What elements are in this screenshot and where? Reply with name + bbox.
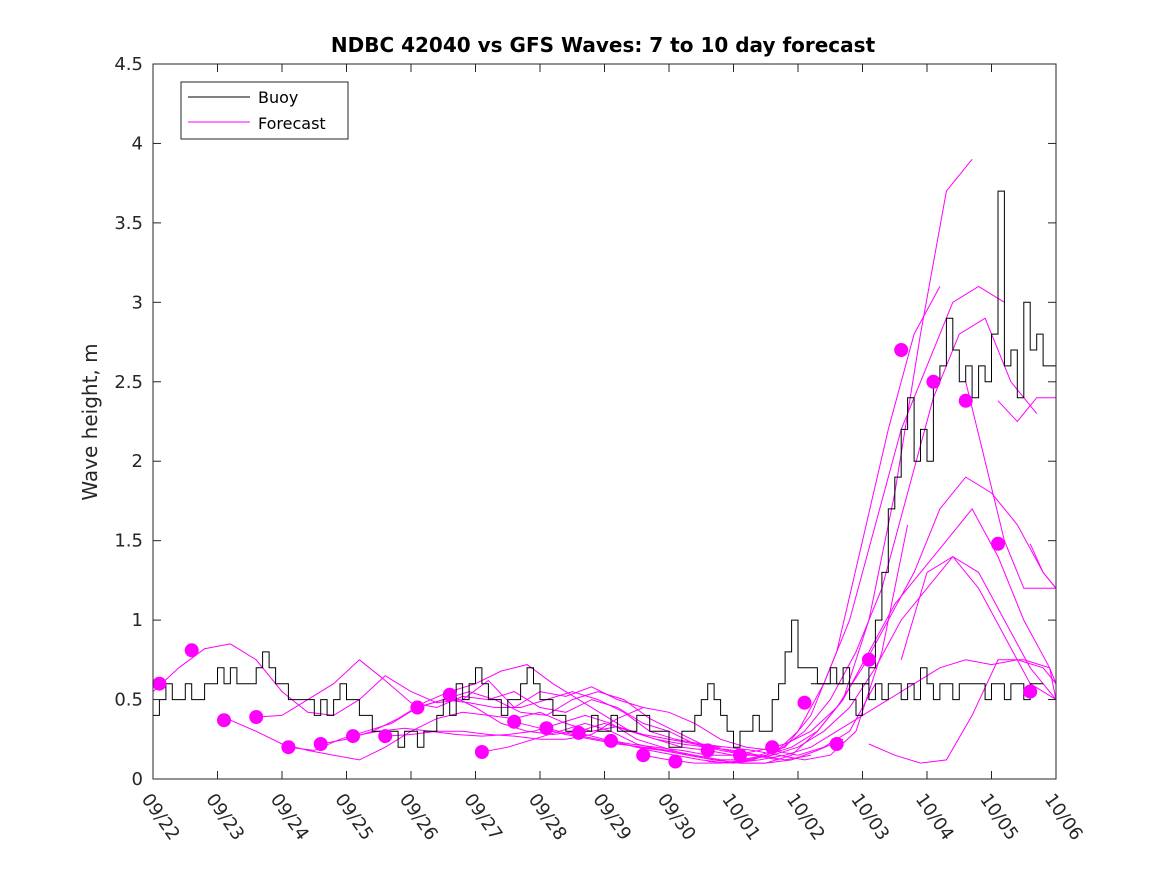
forecast-line-0	[152, 643, 644, 716]
y-tick-label: 4	[132, 133, 143, 154]
y-tick-label: 1	[132, 610, 143, 631]
chart-title: NDBC 42040 vs GFS Waves: 7 to 10 day for…	[331, 33, 876, 57]
forecast-start-dot	[313, 737, 328, 751]
buoy-line-tail	[810, 190, 1056, 685]
x-tick-label: 10/06	[1040, 790, 1087, 845]
x-tick-label: 09/22	[137, 790, 184, 845]
forecast-start-dot	[604, 733, 618, 748]
forecast-line-4	[320, 664, 811, 761]
forecast-start-dot	[410, 700, 425, 715]
y-tick-label: 0	[132, 769, 143, 790]
y-tick-label: 1.5	[114, 531, 143, 552]
forecast-line-3	[288, 691, 779, 761]
forecast-line-8	[449, 286, 941, 756]
forecast-start-dot	[926, 374, 941, 389]
forecast-start-dot	[991, 536, 1005, 551]
forecast-line-19	[997, 397, 1056, 423]
legend-forecast-label: Forecast	[258, 114, 326, 133]
forecast-start-dot	[733, 748, 747, 763]
forecast-start-dot	[281, 740, 296, 755]
x-tick-label: 09/30	[653, 790, 700, 845]
forecast-line-20	[1029, 543, 1057, 589]
forecast-line-16	[868, 659, 1057, 764]
x-tick-label: 09/28	[524, 790, 571, 845]
y-tick-label: 0.5	[114, 690, 143, 711]
forecast-start-dot	[474, 745, 489, 759]
x-tick-label: 10/03	[846, 790, 893, 845]
plot-area	[152, 63, 1057, 780]
legend-box	[180, 81, 349, 140]
forecast-line-6	[385, 683, 876, 756]
x-tick-label: 09/25	[330, 790, 377, 845]
forecast-start-dot	[668, 754, 683, 769]
forecast-line-18	[965, 381, 1056, 589]
legend: Buoy Forecast	[180, 81, 349, 140]
forecast-start-dot	[378, 729, 393, 744]
y-tick-label: 4.5	[114, 54, 143, 75]
buoy-line-group	[153, 190, 1056, 748]
forecast-start-dot	[507, 714, 522, 729]
forecast-line-1	[230, 711, 721, 761]
forecast-start-dot	[1023, 684, 1038, 699]
forecast-start-dot	[894, 343, 909, 357]
forecast-start-dot	[184, 643, 199, 658]
forecast-start-dot	[765, 740, 780, 755]
forecast-start-dot	[249, 710, 264, 724]
forecast-lines	[152, 158, 1057, 764]
y-axis-label: Wave height, m	[78, 343, 102, 500]
x-tick-label: 09/27	[459, 790, 506, 845]
forecast-start-dot	[636, 748, 651, 763]
forecast-line-13	[610, 508, 1057, 761]
y-tick-label: 2	[132, 451, 143, 472]
forecast-start-dot	[539, 721, 554, 736]
x-tick-label: 10/01	[717, 790, 764, 845]
x-tick-label: 10/04	[911, 790, 958, 845]
y-tick-label: 3.5	[114, 213, 143, 234]
legend-buoy-label: Buoy	[258, 88, 298, 107]
buoy-line	[153, 619, 1044, 748]
forecast-start-dot	[700, 743, 715, 758]
forecast-start-dot	[442, 687, 457, 702]
y-axis-ticks: 0 0.5 1 1.5 2 2.5 3 3.5 4 4.5	[114, 54, 1056, 790]
forecast-start-dot	[217, 713, 231, 728]
forecast-line-14	[643, 555, 1057, 764]
forecast-start-dot	[346, 729, 360, 744]
y-tick-label: 2.5	[114, 372, 143, 393]
forecast-line-12	[578, 476, 1057, 756]
forecast-start-dot	[797, 695, 812, 710]
x-tick-label: 09/23	[201, 790, 248, 845]
y-tick-label: 3	[132, 292, 143, 313]
forecast-start-dots	[152, 343, 1038, 769]
plot-background	[153, 64, 1056, 779]
x-tick-label: 09/24	[266, 790, 313, 845]
forecast-start-dot	[571, 725, 586, 740]
forecast-start-dot	[861, 652, 876, 667]
forecast-start-dot	[829, 737, 844, 751]
x-tick-label: 10/05	[975, 790, 1022, 845]
x-tick-label: 09/26	[395, 790, 442, 845]
forecast-line-9	[481, 158, 973, 764]
forecast-start-dot	[958, 393, 973, 408]
forecast-line-2	[256, 659, 747, 756]
x-tick-label: 10/02	[782, 790, 829, 845]
x-tick-label: 09/29	[588, 790, 635, 845]
forecast-line-7	[417, 524, 909, 761]
forecast-start-dot	[152, 676, 167, 691]
